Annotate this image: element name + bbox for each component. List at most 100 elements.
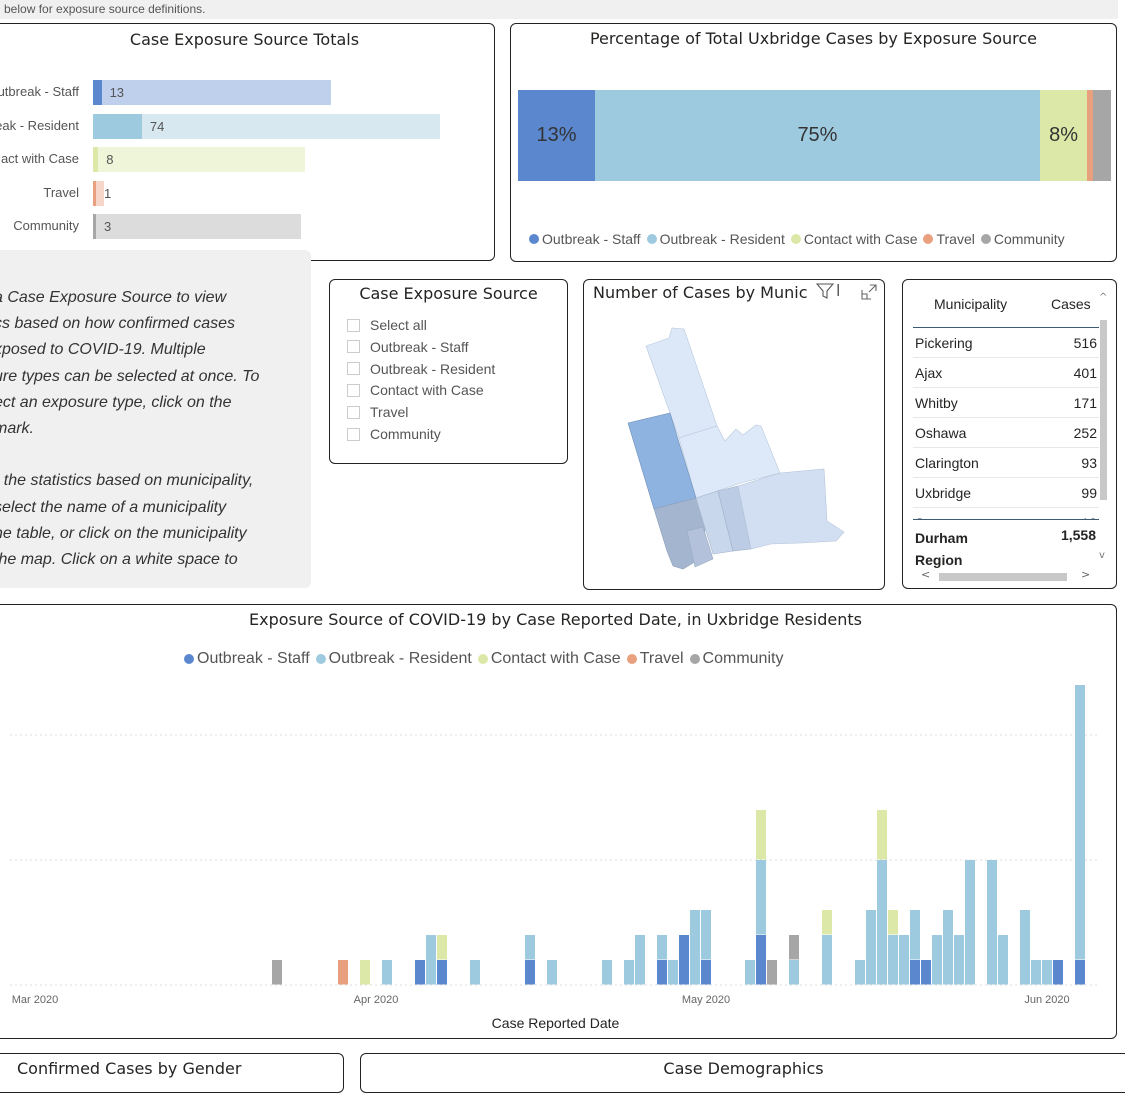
municipality-table[interactable]: Municipality Cases Pickering 516 Ajax 401 Wh… xyxy=(902,279,1117,589)
gender-chart-panel[interactable]: Confirmed Cases by Gender xyxy=(0,1053,344,1093)
bar-background xyxy=(93,214,302,239)
bar-row[interactable]: act with Case 8 xyxy=(1,147,491,172)
cases-value: 18 xyxy=(1081,515,1097,520)
bar[interactable] xyxy=(93,147,99,172)
instruction-line: select the name of a municipality xyxy=(0,498,227,516)
bar-segment[interactable]: 13% xyxy=(518,90,596,181)
checkbox[interactable] xyxy=(347,318,360,332)
bar[interactable] xyxy=(93,214,96,239)
chart-title: Case Exposure Source Totals xyxy=(129,30,360,49)
column-header-municipality[interactable]: Municipality xyxy=(934,296,1008,312)
municipality-name: Uxbridge xyxy=(915,485,972,501)
demographics-panel[interactable]: Case Demographics xyxy=(360,1053,1125,1093)
option-label: Contact with Case xyxy=(370,382,484,399)
scroll-down-icon[interactable]: v xyxy=(1099,550,1105,561)
slicer-option[interactable]: Outbreak - Staff xyxy=(347,339,469,355)
legend-label: Outbreak - Staff xyxy=(197,650,310,667)
checkbox[interactable] xyxy=(347,427,360,441)
table-row[interactable]: Uxbridge 99 xyxy=(913,478,1099,508)
municipality-map[interactable]: Number of Cases by Munic l xyxy=(583,279,885,590)
map-title: Number of Cases by Munic xyxy=(593,283,808,302)
checkbox[interactable] xyxy=(347,362,360,376)
stacked-percent-bar: 13% 75% 8% xyxy=(518,90,1111,181)
bar-background xyxy=(93,180,105,206)
scroll-up-icon[interactable]: ^ xyxy=(1099,292,1108,303)
bar[interactable] xyxy=(93,180,96,206)
total-label-line2: Region xyxy=(915,552,963,568)
table-row[interactable]: Pickering 516 xyxy=(913,328,1099,358)
bar-segment[interactable] xyxy=(1087,90,1094,181)
header-divider xyxy=(913,327,1099,328)
legend-item[interactable]: Outbreak - Resident xyxy=(646,231,785,247)
bar[interactable] xyxy=(93,80,102,105)
checkbox[interactable] xyxy=(347,340,360,354)
data-label: 8% xyxy=(1049,124,1078,146)
bar-segment[interactable] xyxy=(1093,90,1111,181)
slicer-option[interactable]: Community xyxy=(347,426,441,442)
slicer-option[interactable]: Contact with Case xyxy=(347,382,484,398)
legend-dot-icon xyxy=(315,654,326,664)
slicer-option[interactable]: Travel xyxy=(347,404,408,420)
percent-chart[interactable]: Percentage of Total Uxbridge Cases by Ex… xyxy=(510,23,1117,262)
legend-item[interactable]: Travel xyxy=(626,650,684,668)
vertical-scrollbar[interactable] xyxy=(1100,320,1107,500)
legend-label: Outbreak - Resident xyxy=(659,231,785,247)
bar[interactable] xyxy=(93,113,142,139)
instruction-line: mark. xyxy=(0,420,34,437)
legend-item[interactable]: Community xyxy=(689,650,783,668)
column-header-cases[interactable]: Cases xyxy=(1051,296,1091,312)
legend-dot-icon xyxy=(923,234,934,244)
exposure-source-slicer[interactable]: Case Exposure Source Select all Outbreak … xyxy=(329,279,568,464)
scroll-right-icon[interactable]: > xyxy=(1081,568,1091,581)
horizontal-scrollbar[interactable] xyxy=(939,573,1067,581)
bar-segment[interactable]: 8% xyxy=(1039,90,1088,181)
filter-icon[interactable] xyxy=(815,282,835,304)
category-label: Community xyxy=(13,218,79,233)
map-region-ajax[interactable] xyxy=(686,526,714,568)
bar-row[interactable]: Community 3 xyxy=(1,214,491,239)
municipality-name: Clarington xyxy=(915,455,979,471)
checkbox[interactable] xyxy=(347,383,360,397)
option-label: Community xyxy=(370,426,441,442)
municipality-name: Ajax xyxy=(915,365,943,381)
bar-row[interactable]: eak - Resident 74 xyxy=(0,113,491,139)
focus-mode-icon[interactable] xyxy=(861,284,877,304)
exposure-by-date-chart[interactable]: Exposure Source of COVID-19 by Case Repo… xyxy=(0,604,1117,1039)
data-label: 13 xyxy=(109,85,125,100)
bar-row[interactable]: utbreak - Staff 13 xyxy=(0,80,491,105)
legend-dot-icon xyxy=(529,234,539,244)
legend-item[interactable]: Outbreak - Staff xyxy=(184,650,310,668)
legend-label: Community xyxy=(993,231,1065,247)
instruction-line: xposed to COVID-19. Multiple xyxy=(0,341,206,359)
banner-text: below for exposure source definitions. xyxy=(4,2,206,16)
map-region-clarington[interactable] xyxy=(737,468,845,550)
instruction-line: r the statistics based on municipality, xyxy=(0,472,254,490)
slicer-option[interactable]: Outbreak - Resident xyxy=(347,361,495,377)
category-label: utbreak - Staff xyxy=(0,84,79,99)
legend-item[interactable]: Travel xyxy=(923,231,975,247)
slicer-option[interactable]: Select all xyxy=(347,317,427,333)
checkbox[interactable] xyxy=(347,405,360,419)
table-row[interactable]: Whitby 171 xyxy=(913,388,1099,418)
instruction-line: a Case Exposure Source to view xyxy=(0,289,227,306)
legend-dot-icon xyxy=(184,654,194,664)
legend-label: Travel xyxy=(936,231,975,247)
map-region-scugog[interactable] xyxy=(678,424,781,499)
bar-segment[interactable]: 75% xyxy=(595,90,1040,181)
exposure-totals-chart[interactable]: Case Exposure Source Totals utbreak - St… xyxy=(0,23,495,261)
legend-label: Contact with Case xyxy=(490,650,621,667)
bar-background xyxy=(93,80,331,105)
bar-row[interactable]: Travel 1 xyxy=(1,180,491,206)
legend-item[interactable]: Outbreak - Staff xyxy=(529,231,641,247)
legend-item[interactable]: Community xyxy=(980,231,1065,247)
legend-item[interactable]: Contact with Case xyxy=(790,231,917,247)
map-region-whitby[interactable] xyxy=(695,490,734,555)
legend-item[interactable]: Outbreak - Resident xyxy=(315,650,472,668)
table-row[interactable]: Ajax 401 xyxy=(913,358,1099,388)
scroll-left-icon[interactable]: < xyxy=(921,568,931,581)
instruction-line: ure types can be selected at once. To xyxy=(0,367,260,385)
table-row[interactable]: Oshawa 252 xyxy=(913,418,1099,448)
table-row[interactable]: Scugog 18 xyxy=(913,508,1099,520)
table-row[interactable]: Clarington 93 xyxy=(913,448,1099,478)
legend-item[interactable]: Contact with Case xyxy=(477,650,621,668)
